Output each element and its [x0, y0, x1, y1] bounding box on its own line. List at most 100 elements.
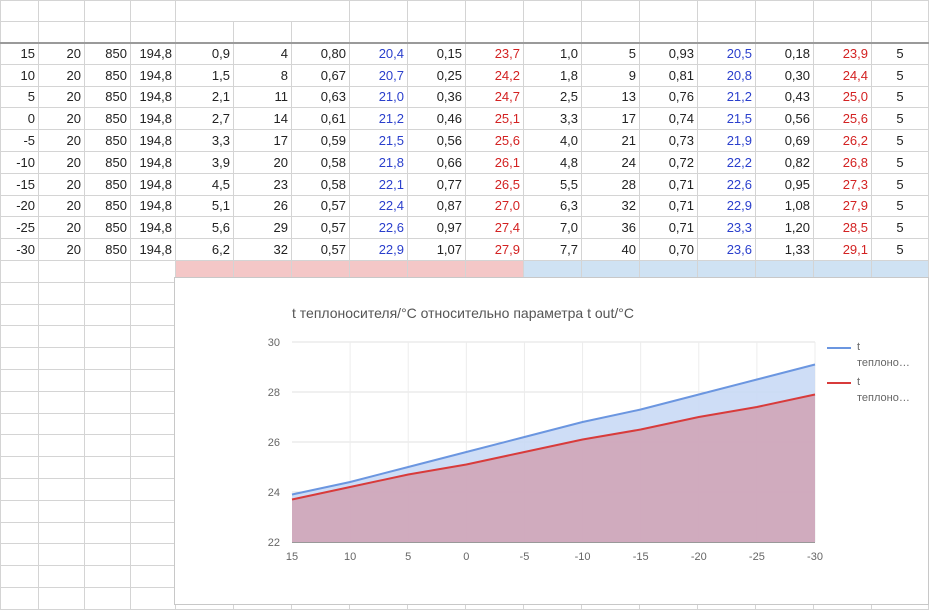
data-cell[interactable]: 24	[582, 151, 640, 173]
data-cell[interactable]: 0,61	[292, 108, 350, 130]
data-cell[interactable]: 29,1	[814, 239, 872, 261]
empty-cell[interactable]	[1, 478, 39, 500]
unit-cell[interactable]	[756, 22, 814, 43]
empty-cell[interactable]	[1, 391, 39, 413]
data-cell[interactable]: 20,5	[698, 43, 756, 65]
data-cell[interactable]: 27,3	[814, 173, 872, 195]
empty-cell[interactable]	[131, 478, 176, 500]
data-cell[interactable]: 0,67	[292, 64, 350, 86]
empty-cell[interactable]	[1, 326, 39, 348]
empty-cell[interactable]	[39, 587, 85, 609]
data-cell[interactable]: 4,0	[524, 130, 582, 152]
data-cell[interactable]: 1,08	[756, 195, 814, 217]
empty-cell[interactable]	[1, 587, 39, 609]
data-cell[interactable]: 22,2	[698, 151, 756, 173]
data-cell[interactable]: 5	[582, 43, 640, 65]
empty-cell[interactable]	[85, 260, 131, 282]
empty-cell[interactable]	[39, 500, 85, 522]
data-cell[interactable]: 194,8	[131, 195, 176, 217]
data-cell[interactable]: 25,6	[466, 130, 524, 152]
data-cell[interactable]: 22,6	[350, 217, 408, 239]
header-cell[interactable]	[582, 1, 640, 22]
data-cell[interactable]: 6,2	[176, 239, 234, 261]
header-cell[interactable]	[524, 1, 582, 22]
header-cell[interactable]	[756, 1, 814, 22]
data-cell[interactable]: 194,8	[131, 239, 176, 261]
empty-cell[interactable]	[131, 391, 176, 413]
data-cell[interactable]: 17	[582, 108, 640, 130]
data-cell[interactable]: 20	[39, 239, 85, 261]
unit-cell[interactable]	[640, 22, 698, 43]
data-cell[interactable]: 32	[582, 195, 640, 217]
empty-cell[interactable]	[1, 522, 39, 544]
empty-cell[interactable]	[85, 282, 131, 304]
data-cell[interactable]: 0,74	[640, 108, 698, 130]
empty-cell[interactable]	[39, 478, 85, 500]
data-cell[interactable]: 20	[234, 151, 292, 173]
empty-cell[interactable]	[1, 369, 39, 391]
data-cell[interactable]: 0,58	[292, 151, 350, 173]
empty-cell[interactable]	[85, 522, 131, 544]
data-cell[interactable]: 36	[582, 217, 640, 239]
data-cell[interactable]: 0,77	[408, 173, 466, 195]
unit-cell[interactable]	[814, 22, 872, 43]
data-cell[interactable]: 0,66	[408, 151, 466, 173]
empty-cell[interactable]	[131, 435, 176, 457]
data-cell[interactable]: 0,82	[756, 151, 814, 173]
empty-cell[interactable]	[85, 478, 131, 500]
data-cell[interactable]: 0,57	[292, 195, 350, 217]
unit-cell[interactable]	[234, 22, 292, 43]
data-cell[interactable]: 5	[872, 151, 929, 173]
data-cell[interactable]: -5	[1, 130, 39, 152]
data-cell[interactable]: 20	[39, 108, 85, 130]
empty-cell[interactable]	[1, 544, 39, 566]
data-cell[interactable]: 21,8	[350, 151, 408, 173]
unit-cell[interactable]	[582, 22, 640, 43]
data-cell[interactable]: 21,2	[350, 108, 408, 130]
data-cell[interactable]: 20,7	[350, 64, 408, 86]
data-cell[interactable]: 23,9	[814, 43, 872, 65]
data-cell[interactable]: 20	[39, 151, 85, 173]
data-cell[interactable]: 850	[85, 108, 131, 130]
data-cell[interactable]: 194,8	[131, 151, 176, 173]
data-cell[interactable]: 194,8	[131, 86, 176, 108]
header-cell[interactable]	[176, 1, 350, 22]
empty-cell[interactable]	[131, 413, 176, 435]
empty-cell[interactable]	[39, 369, 85, 391]
data-cell[interactable]: 0,80	[292, 43, 350, 65]
data-cell[interactable]: 850	[85, 64, 131, 86]
data-cell[interactable]: 5	[872, 217, 929, 239]
header-cell[interactable]	[131, 1, 176, 22]
data-cell[interactable]: 850	[85, 43, 131, 65]
data-cell[interactable]: 0,58	[292, 173, 350, 195]
data-cell[interactable]: 23,3	[698, 217, 756, 239]
empty-cell[interactable]	[131, 522, 176, 544]
data-cell[interactable]: 27,9	[814, 195, 872, 217]
data-cell[interactable]: 5	[872, 173, 929, 195]
data-cell[interactable]: 14	[234, 108, 292, 130]
data-cell[interactable]: 0,9	[176, 43, 234, 65]
empty-cell[interactable]	[39, 304, 85, 326]
data-cell[interactable]: 194,8	[131, 43, 176, 65]
data-cell[interactable]: 27,4	[466, 217, 524, 239]
header-cell[interactable]	[85, 1, 131, 22]
data-cell[interactable]: 32	[234, 239, 292, 261]
data-cell[interactable]: 9	[582, 64, 640, 86]
data-cell[interactable]: 20	[39, 43, 85, 65]
empty-cell[interactable]	[131, 348, 176, 370]
data-cell[interactable]: 0,95	[756, 173, 814, 195]
data-cell[interactable]: 5	[872, 86, 929, 108]
data-cell[interactable]: 0,36	[408, 86, 466, 108]
empty-cell[interactable]	[85, 326, 131, 348]
data-cell[interactable]: 24,2	[466, 64, 524, 86]
empty-cell[interactable]	[131, 500, 176, 522]
data-cell[interactable]: 29	[234, 217, 292, 239]
empty-cell[interactable]	[85, 348, 131, 370]
empty-cell[interactable]	[39, 326, 85, 348]
data-cell[interactable]: 194,8	[131, 64, 176, 86]
data-cell[interactable]: 0,69	[756, 130, 814, 152]
header-cell[interactable]	[698, 1, 756, 22]
data-cell[interactable]: 21,5	[698, 108, 756, 130]
data-cell[interactable]: 20	[39, 86, 85, 108]
empty-cell[interactable]	[131, 544, 176, 566]
